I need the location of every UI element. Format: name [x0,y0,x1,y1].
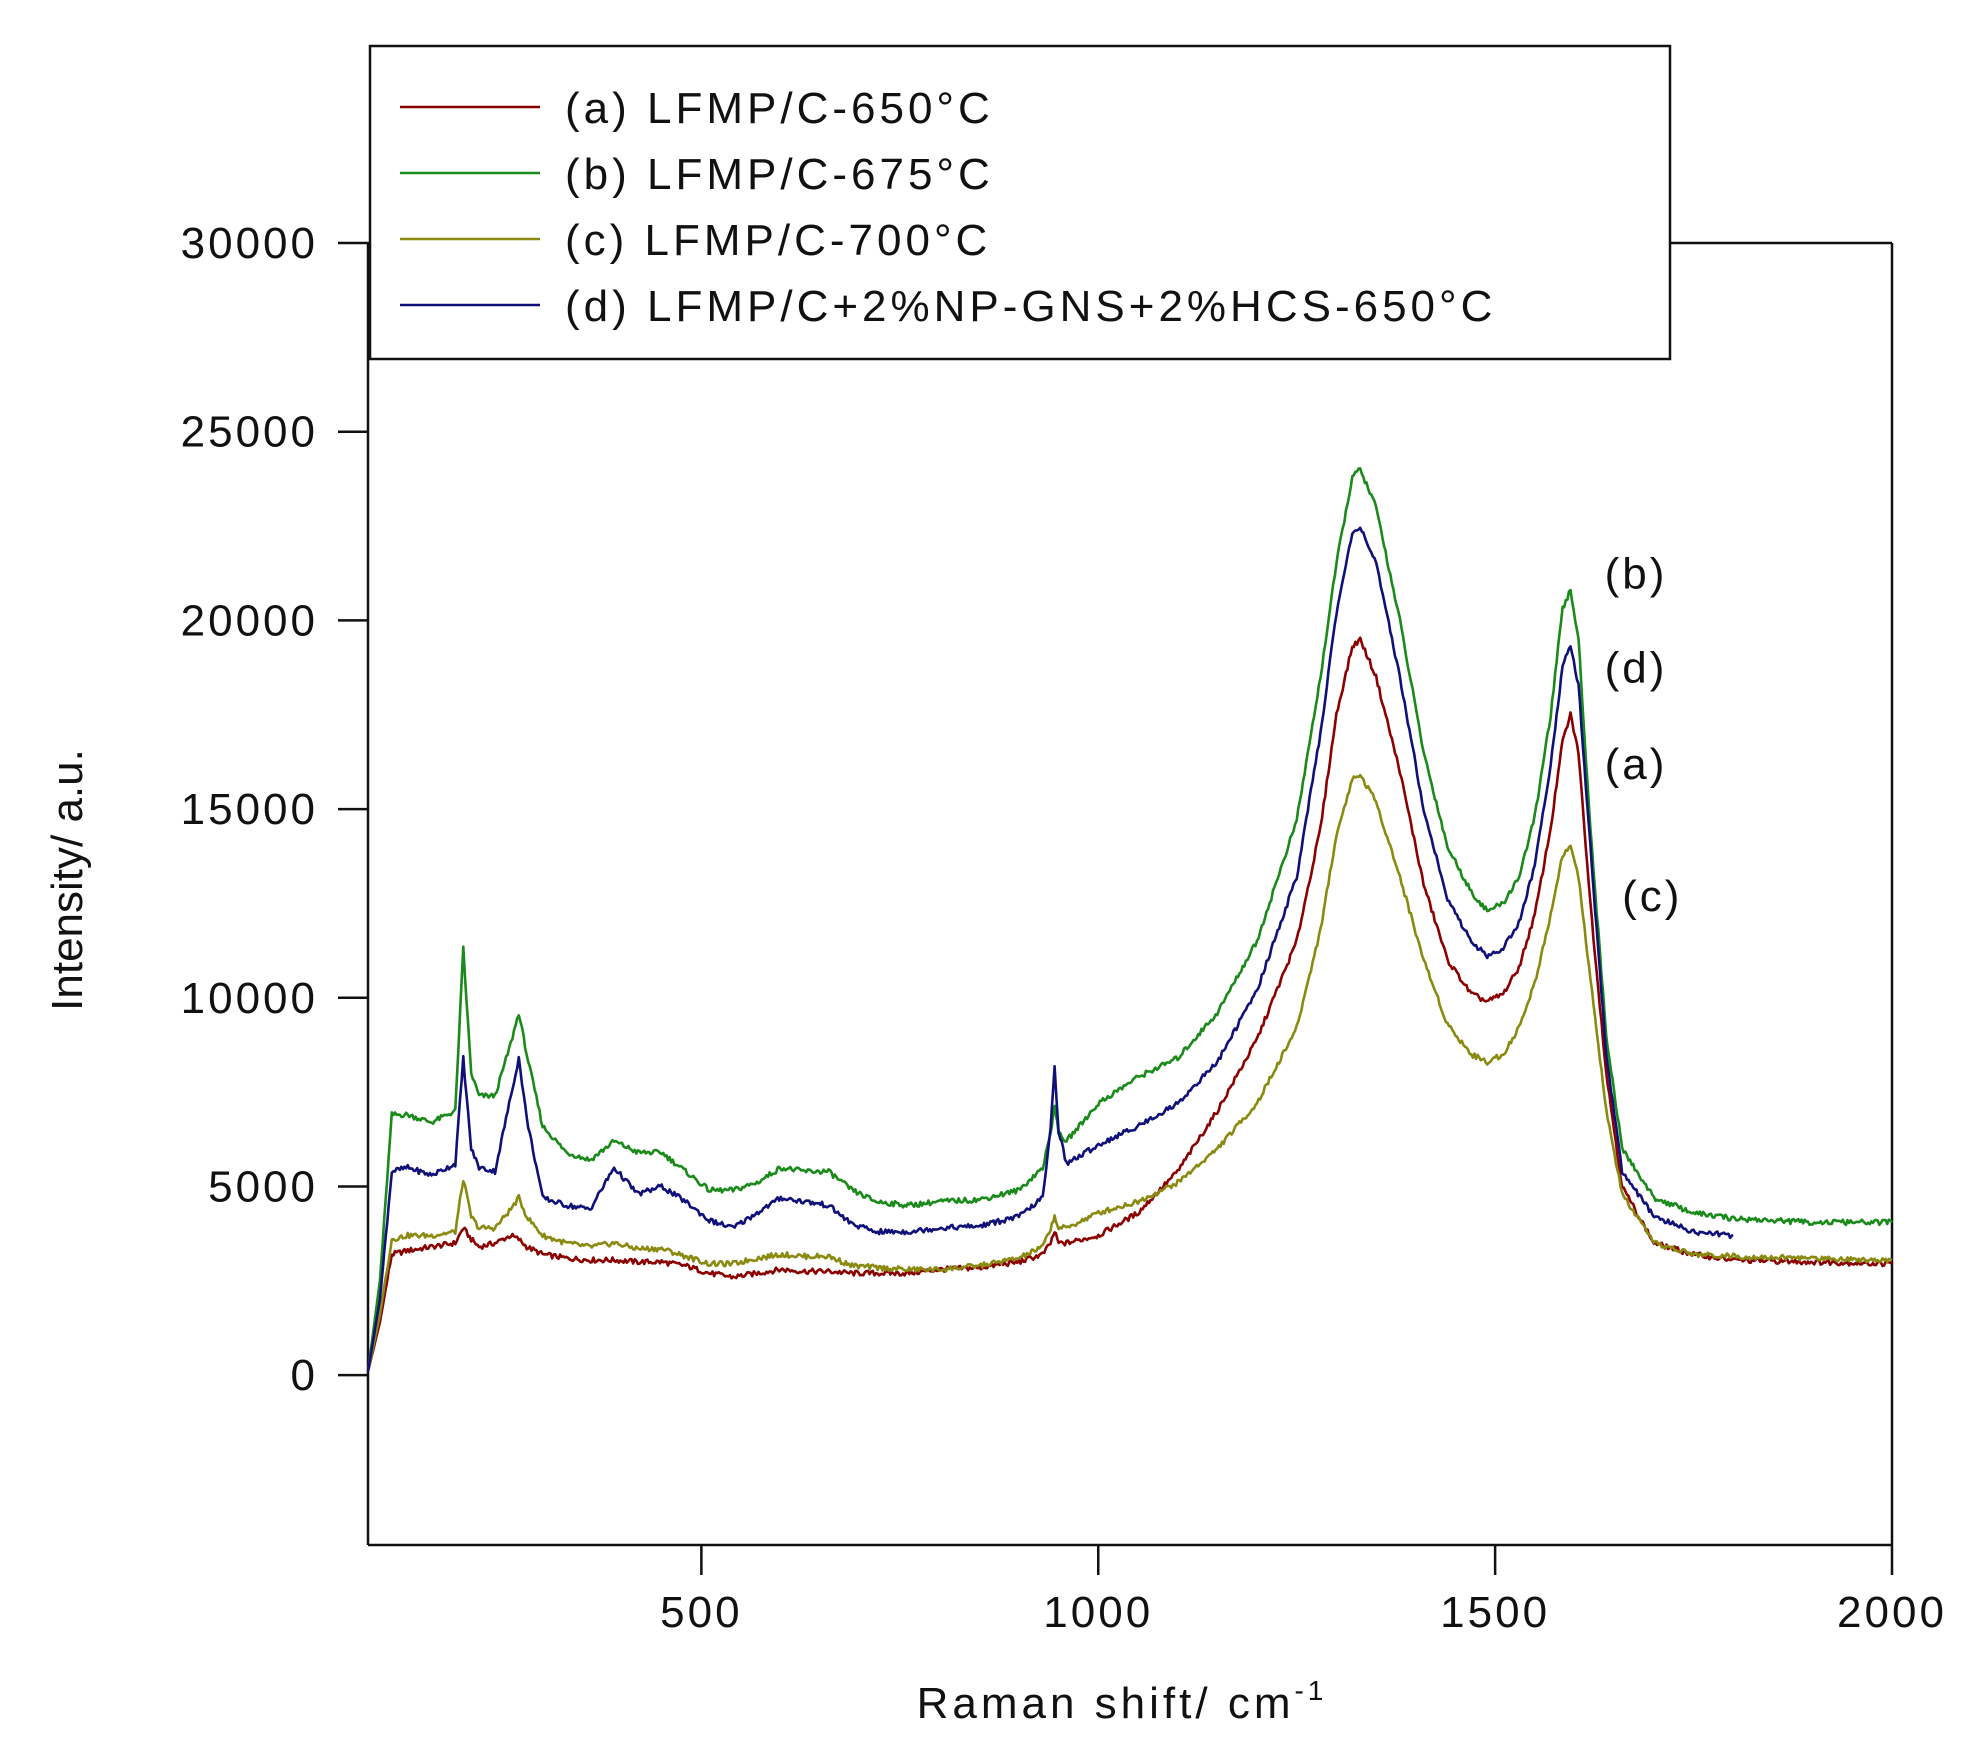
y-tick-label: 30000 [181,219,318,268]
legend-entry-label: (d) LFMP/C+2%NP-GNS+2%HCS-650°C [565,282,1496,331]
series-line-c [366,773,1893,1372]
annotation-layer: (a) (b) (c) (d) [1605,549,1682,921]
x-axis-label-text: Raman shift/ cm [917,1679,1295,1728]
legend-entry-label: (b) LFMP/C-675°C [565,150,994,199]
y-tick-label: 20000 [181,596,318,645]
x-axis-label: Raman shift/ cm-1 [917,1675,1328,1728]
y-tick-label: 25000 [181,408,318,457]
y-tick-label: 5000 [208,1162,318,1211]
legend-entries: (a) LFMP/C-650°C (b) LFMP/C-675°C (c) LFMP… [400,84,1496,331]
legend: (a) LFMP/C-650°C (b) LFMP/C-675°C (c) LFMP… [368,44,1672,361]
y-tick-label: 0 [291,1351,318,1400]
curve-annotation-a: (a) [1605,740,1668,789]
x-axis-label-superscript: -1 [1294,1675,1327,1706]
series-layer [366,467,1893,1372]
x-tick-label: 2000 [1837,1588,1947,1637]
curve-annotation-d: (d) [1605,644,1668,693]
x-tick-label: 500 [660,1588,742,1637]
curve-annotation-c: (c) [1622,872,1682,921]
y-axis-label: Intensity/ a.u. [43,749,92,1011]
curve-annotation-b: (b) [1605,549,1668,598]
series-line-d [366,526,1734,1372]
axes-layer: 0 5000 10000 15000 20000 25000 30000 500 1000 150… [181,219,1947,1637]
legend-box [368,44,1672,361]
x-tick-label: 1500 [1440,1588,1550,1637]
y-tick-label: 10000 [181,974,318,1023]
legend-entry-label: (c) LFMP/C-700°C [565,216,991,265]
legend-entry-label: (a) LFMP/C-650°C [565,84,994,133]
x-tick-label: 1000 [1043,1588,1153,1637]
series-line-b [366,467,1893,1372]
y-tick-label: 15000 [181,785,318,834]
